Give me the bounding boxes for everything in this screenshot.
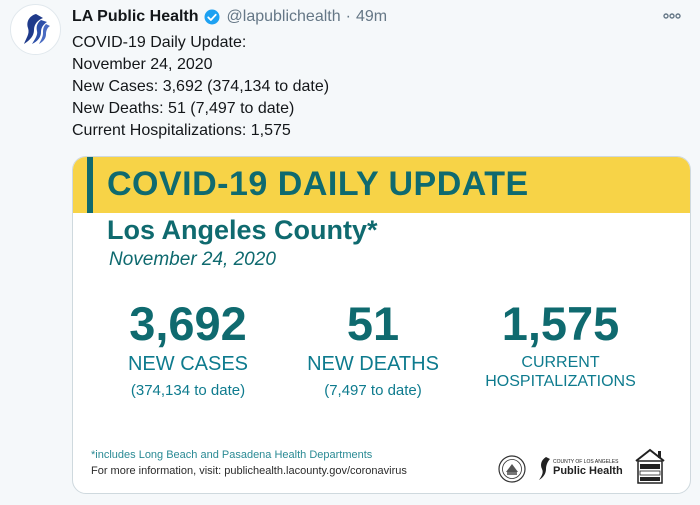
new-deaths-label: NEW DEATHS xyxy=(307,353,439,375)
tweet-line: Current Hospitalizations: 1,575 xyxy=(72,122,291,139)
media-card[interactable]: COVID-19 DAILY UPDATE Los Angeles County… xyxy=(72,156,691,494)
la-public-health-logo-icon xyxy=(23,13,50,44)
new-cases-value: 3,692 xyxy=(129,297,247,350)
card-info-link-text: For more information, visit: publichealt… xyxy=(91,465,407,477)
new-cases-to-date: (374,134 to date) xyxy=(130,382,246,399)
public-health-logo-text: Public Health xyxy=(553,465,623,477)
public-health-mark-icon xyxy=(539,457,550,480)
public-health-logo: COUNTY OF LOS ANGELES Public Health xyxy=(537,453,625,483)
stay-home-house-icon xyxy=(633,447,667,485)
avatar[interactable] xyxy=(10,4,61,55)
hospitalizations-label-line2: HOSPITALIZATIONS xyxy=(485,373,636,390)
timestamp[interactable]: 49m xyxy=(355,8,388,25)
more-options-icon[interactable] xyxy=(662,6,682,29)
handle[interactable]: @lapublichealth xyxy=(226,8,341,25)
tweet-line: New Deaths: 51 (7,497 to date) xyxy=(72,100,295,117)
card-subtitle: Los Angeles County* xyxy=(107,215,378,245)
card-footnote: *includes Long Beach and Pasadena Health… xyxy=(91,449,373,461)
new-cases-label: NEW CASES xyxy=(127,353,249,375)
verified-badge-icon xyxy=(203,8,221,26)
display-name[interactable]: LA Public Health xyxy=(72,8,199,25)
tweet-line: November 24, 2020 xyxy=(72,56,213,73)
hospitalizations-label-line1: CURRENT xyxy=(521,354,600,371)
card-banner-accent xyxy=(87,157,93,213)
stat-new-cases: 3,692 NEW CASES (374,134 to date) xyxy=(113,299,263,401)
tweet-header: LA Public Health @lapublichealth · 49m xyxy=(72,6,690,28)
stat-hospitalizations: 1,575 CURRENT HOSPITALIZATIONS xyxy=(468,299,653,391)
new-deaths-value: 51 xyxy=(346,297,400,350)
card-date: November 24, 2020 xyxy=(109,249,276,270)
tweet-line: COVID-19 Daily Update: xyxy=(72,34,247,51)
tweet-text: COVID-19 Daily Update: November 24, 2020… xyxy=(72,32,329,142)
card-title: COVID-19 DAILY UPDATE xyxy=(107,165,529,203)
new-deaths-to-date: (7,497 to date) xyxy=(324,382,422,399)
public-health-logo-small-text: COUNTY OF LOS ANGELES xyxy=(553,459,619,465)
separator-dot: · xyxy=(345,8,351,25)
county-seal-icon xyxy=(498,455,526,483)
hospitalizations-value: 1,575 xyxy=(501,297,620,350)
card-banner xyxy=(73,157,690,213)
stat-new-deaths: 51 NEW DEATHS (7,497 to date) xyxy=(298,299,448,401)
tweet-line: New Cases: 3,692 (374,134 to date) xyxy=(72,78,330,95)
